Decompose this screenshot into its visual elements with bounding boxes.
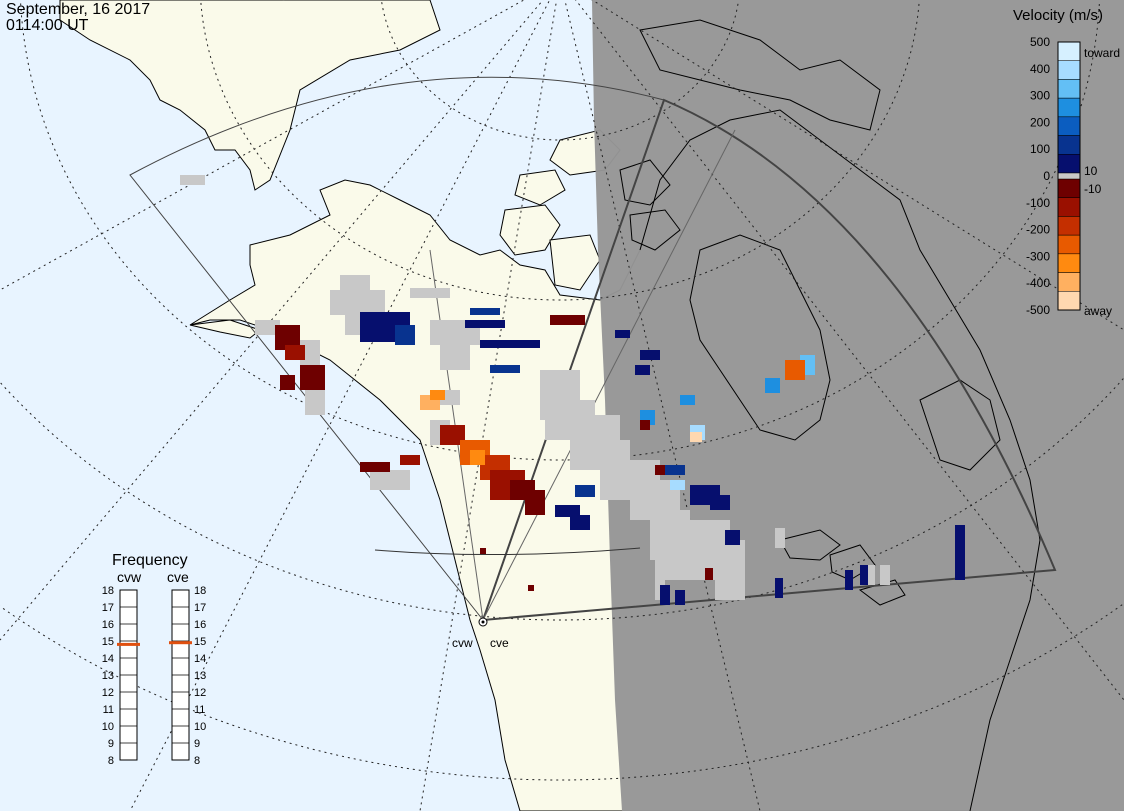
colorbar-swatch xyxy=(1057,41,1081,61)
colorbar-swatch xyxy=(1057,116,1081,136)
velocity-toward-label: toward xyxy=(1084,46,1120,60)
night-shade xyxy=(592,0,1124,811)
frequency-level-left: 10 xyxy=(102,721,114,733)
velocity-inner-label-neg: -10 xyxy=(1084,182,1102,196)
ground-scatter xyxy=(180,175,890,600)
frequency-level-right: 12 xyxy=(194,687,206,699)
velocity-tick-label: 300 xyxy=(1030,89,1050,103)
velocity-ticks: 500 400 300 200 100 0 -100 -200 -300 -400 -500 xyxy=(1026,35,1050,317)
frequency-level-left: 13 xyxy=(102,670,114,682)
frequency-level-left: 8 xyxy=(108,755,114,767)
velocity-tick-label: -100 xyxy=(1026,196,1050,210)
colorbar-swatch xyxy=(1057,234,1081,255)
frequency-label-cvw: cvw xyxy=(117,569,142,585)
velocity-tick-label: 400 xyxy=(1030,62,1050,76)
night-coastlines xyxy=(619,19,1041,811)
frequency-legend: Frequency cvw cve 18 18 17 17 16 16 15 15 14 14 13… xyxy=(102,552,207,767)
frequency-level-right: 17 xyxy=(194,602,206,614)
velocity-tick-label: 200 xyxy=(1030,115,1050,129)
arctic-island-2 xyxy=(514,169,566,206)
velocity-legend: Velocity (m/s) 500 400 300 200 100 0 -100 -200 -… xyxy=(1013,7,1120,318)
frequency-level-left: 18 xyxy=(102,585,114,597)
frequency-level-left: 9 xyxy=(108,738,114,750)
velocity-colorbar xyxy=(1057,41,1081,311)
header-date: September, 16 2017 xyxy=(6,1,151,18)
frequency-label-cve: cve xyxy=(167,569,189,585)
frequency-level-left: 11 xyxy=(103,704,114,716)
colorbar-swatch xyxy=(1057,154,1081,174)
colorbar-swatch xyxy=(1057,272,1081,292)
frequency-marker-cvw xyxy=(117,642,140,646)
velocity-away-cells xyxy=(275,315,805,591)
arctic-island-3 xyxy=(499,204,561,256)
colorbar-swatch xyxy=(1057,97,1081,118)
frequency-level-left: 14 xyxy=(102,653,114,665)
frequency-title: Frequency xyxy=(112,552,188,569)
velocity-tick-label: -300 xyxy=(1026,249,1050,263)
velocity-tick-label: -200 xyxy=(1026,223,1050,237)
velocity-inner-label-pos: 10 xyxy=(1084,164,1098,178)
frequency-level-right: 18 xyxy=(194,585,206,597)
colorbar-swatch xyxy=(1057,178,1081,198)
colorbar-swatch xyxy=(1057,60,1081,80)
frequency-level-right: 13 xyxy=(194,670,206,682)
colorbar-swatch xyxy=(1057,197,1081,217)
colorbar-swatch xyxy=(1057,291,1081,311)
frequency-level-right: 10 xyxy=(194,721,206,733)
colorbar-swatch xyxy=(1057,135,1081,155)
frequency-bars: 18 18 17 17 16 16 15 15 14 14 13 13 12 12 11 11 10 10 9 9 8 8 xyxy=(102,585,207,767)
colorbar-outline xyxy=(1057,41,1081,311)
velocity-tick-label: 500 xyxy=(1030,35,1050,49)
colorbar-swatch xyxy=(1057,216,1081,236)
greenland-land xyxy=(59,0,441,191)
frequency-marker-cve xyxy=(169,641,192,645)
frequency-level-right: 14 xyxy=(194,653,206,665)
colorbar-swatch xyxy=(1057,253,1081,273)
fov-cve xyxy=(481,98,1057,622)
frequency-level-right: 11 xyxy=(194,704,205,716)
radar-fov xyxy=(129,76,1057,622)
velocity-legend-title: Velocity (m/s) xyxy=(1013,7,1103,24)
frequency-level-right: 9 xyxy=(194,738,200,750)
radar-label-cve: cve xyxy=(490,636,509,650)
frequency-level-left: 16 xyxy=(102,619,114,631)
frequency-level-left: 12 xyxy=(102,687,114,699)
frequency-level-left: 17 xyxy=(102,602,114,614)
velocity-tick-label: 0 xyxy=(1043,169,1050,183)
velocity-away-label: away xyxy=(1084,304,1112,318)
radar-label-cvw: cvw xyxy=(452,636,473,650)
frequency-level-right: 16 xyxy=(194,619,206,631)
frequency-level-right: 15 xyxy=(194,636,206,648)
velocity-tick-label: -400 xyxy=(1026,276,1050,290)
header-time: 0114:00 UT xyxy=(6,17,89,34)
fov-cvw xyxy=(129,76,665,622)
frequency-level-left: 15 xyxy=(102,636,114,648)
frequency-level-right: 8 xyxy=(194,755,200,767)
arctic-island-4 xyxy=(549,234,601,291)
radar-sites: cvw cve xyxy=(452,617,509,650)
colorbar-swatch xyxy=(1057,79,1081,99)
velocity-tick-label: -500 xyxy=(1026,303,1050,317)
velocity-tick-label: 100 xyxy=(1030,142,1050,156)
colorbar-ground-scatter xyxy=(1057,172,1081,180)
